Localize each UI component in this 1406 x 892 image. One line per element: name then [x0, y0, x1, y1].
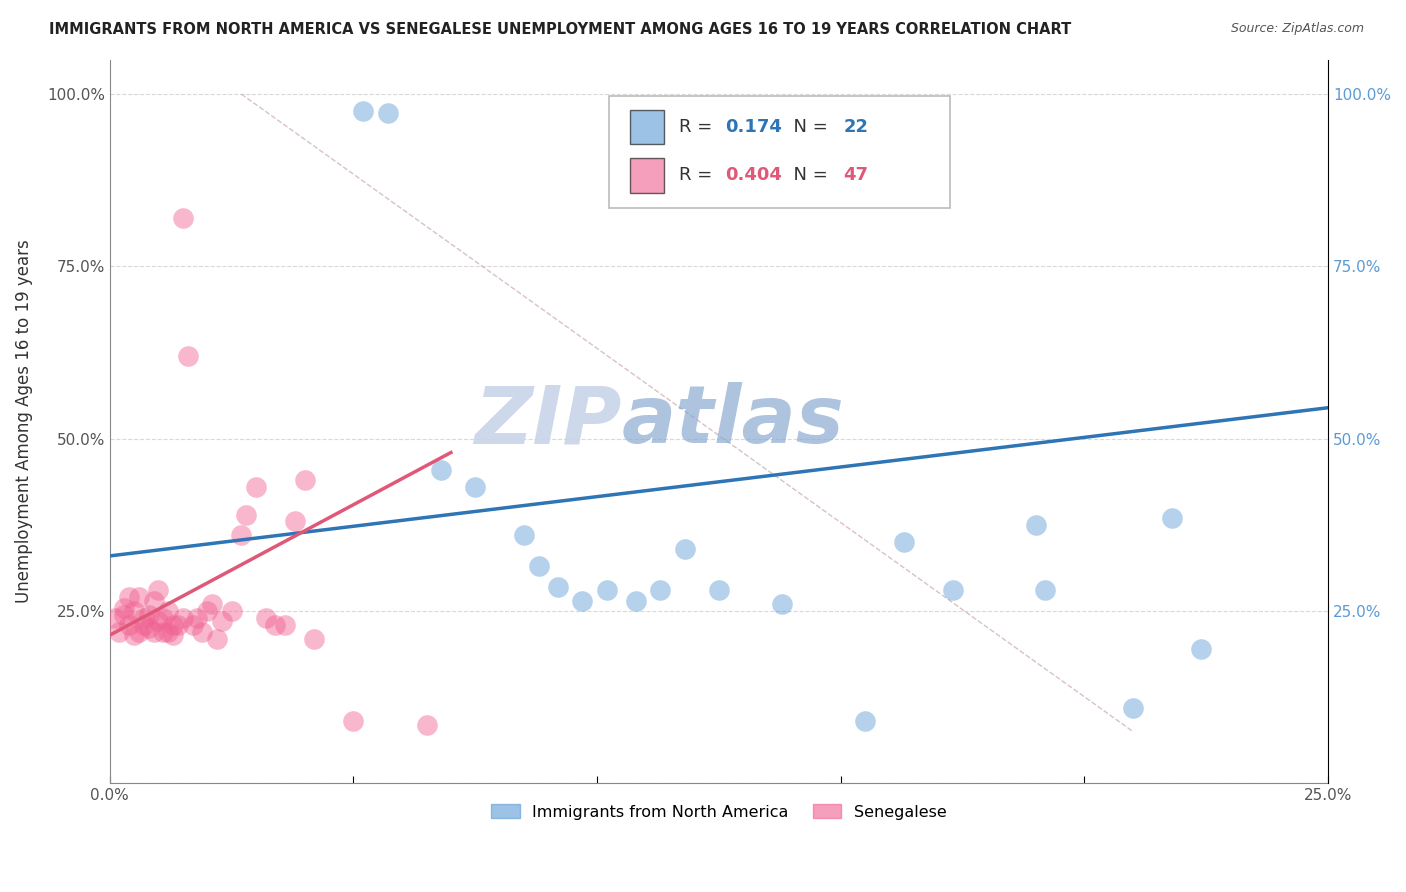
Point [181, 617, 204, 632]
Text: R =: R = [679, 167, 717, 185]
Point [104, 611, 127, 625]
FancyBboxPatch shape [630, 158, 664, 193]
Point [201, 597, 224, 611]
Point [128, 624, 150, 639]
Point [254, 611, 277, 625]
Point [186, 611, 208, 625]
Text: atlas: atlas [621, 383, 844, 460]
Point [112, 607, 135, 622]
Point [1161, 511, 1184, 525]
Point [118, 591, 141, 605]
Point [1025, 517, 1047, 532]
Point [157, 624, 180, 639]
Point [128, 591, 150, 605]
Point [142, 624, 165, 639]
Point [172, 611, 194, 625]
Point [853, 714, 876, 729]
Point [284, 515, 307, 529]
Point [571, 593, 593, 607]
Point [195, 604, 218, 618]
Point [527, 559, 550, 574]
FancyBboxPatch shape [609, 95, 950, 208]
Point [893, 535, 915, 549]
Point [211, 615, 233, 629]
Point [274, 617, 297, 632]
Point [770, 597, 793, 611]
Point [172, 211, 194, 226]
Point [342, 714, 364, 729]
Point [152, 624, 174, 639]
Text: N =: N = [782, 118, 834, 136]
Point [707, 583, 730, 598]
Text: 22: 22 [844, 118, 869, 136]
Point [294, 473, 316, 487]
Point [132, 611, 155, 625]
Point [264, 617, 287, 632]
Point [122, 604, 145, 618]
Point [148, 615, 170, 629]
Point [547, 580, 569, 594]
Point [513, 528, 536, 542]
Point [108, 624, 131, 639]
Point [464, 480, 486, 494]
Text: 47: 47 [844, 167, 869, 185]
Point [430, 463, 453, 477]
FancyBboxPatch shape [630, 110, 664, 145]
Point [352, 104, 374, 119]
Point [231, 528, 253, 542]
Point [1189, 642, 1212, 657]
Point [138, 607, 160, 622]
Point [118, 617, 141, 632]
Point [138, 621, 160, 635]
Point [1035, 583, 1057, 598]
Point [415, 718, 437, 732]
Point [673, 541, 696, 556]
Point [112, 600, 135, 615]
Point [148, 583, 170, 598]
Point [162, 628, 184, 642]
Point [152, 611, 174, 625]
Point [132, 617, 155, 632]
Point [624, 593, 647, 607]
Point [142, 593, 165, 607]
Point [167, 617, 190, 632]
Text: Source: ZipAtlas.com: Source: ZipAtlas.com [1230, 22, 1364, 36]
Point [177, 349, 200, 363]
Text: N =: N = [782, 167, 834, 185]
Point [205, 632, 228, 646]
Point [162, 617, 184, 632]
Point [157, 604, 180, 618]
Legend: Immigrants from North America, Senegalese: Immigrants from North America, Senegales… [485, 797, 953, 826]
Text: IMMIGRANTS FROM NORTH AMERICA VS SENEGALESE UNEMPLOYMENT AMONG AGES 16 TO 19 YEA: IMMIGRANTS FROM NORTH AMERICA VS SENEGAL… [49, 22, 1071, 37]
Point [377, 106, 399, 120]
Point [245, 480, 267, 494]
Point [1122, 700, 1144, 714]
Point [235, 508, 257, 522]
Text: ZIP: ZIP [474, 383, 621, 460]
Y-axis label: Unemployment Among Ages 16 to 19 years: Unemployment Among Ages 16 to 19 years [15, 240, 32, 603]
Point [304, 632, 326, 646]
Point [122, 628, 145, 642]
Text: 0.174: 0.174 [725, 118, 782, 136]
Point [221, 604, 243, 618]
Text: 0.404: 0.404 [725, 167, 782, 185]
Point [596, 583, 619, 598]
Text: R =: R = [679, 118, 717, 136]
Point [650, 583, 672, 598]
Point [942, 583, 965, 598]
Point [191, 624, 214, 639]
